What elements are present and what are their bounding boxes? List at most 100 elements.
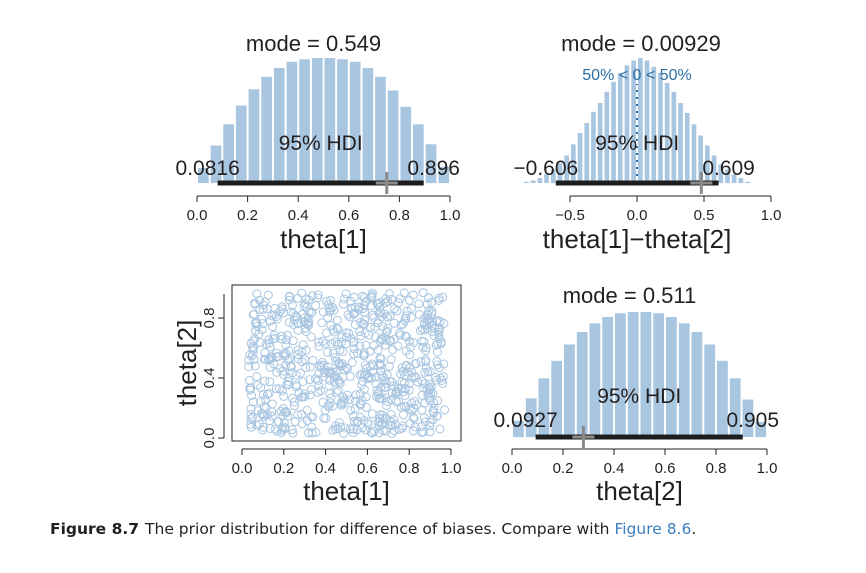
scatter-point [292, 312, 302, 322]
x-tick-label: 0.6 [338, 207, 359, 224]
histogram-bar [576, 332, 588, 437]
scatter-point [264, 335, 274, 345]
scatter-point [392, 306, 402, 316]
x-tick-label: 0.4 [604, 460, 625, 477]
scatter-point [434, 296, 444, 305]
histogram-bar [571, 144, 576, 184]
scatter-point [425, 421, 435, 431]
scatter-point [275, 306, 285, 316]
scatter-point [294, 388, 304, 398]
scatter-point [417, 427, 427, 437]
scatter-point [316, 360, 326, 370]
caption-label: Figure 8.7 [50, 520, 140, 538]
caption-figure-link[interactable]: Figure 8.6 [614, 520, 692, 538]
histogram-bar [615, 313, 626, 438]
scatter-point [289, 319, 299, 329]
scatter-point [356, 331, 366, 341]
scatter-point [386, 409, 396, 419]
scatter-point [359, 350, 369, 360]
scatter-point [401, 332, 411, 342]
histogram-bar [678, 103, 683, 183]
scatter-point [387, 420, 397, 430]
scatter-point [355, 327, 365, 337]
scatter-point [324, 402, 334, 412]
scatter-point [280, 407, 290, 417]
scatter-point [349, 416, 359, 426]
scatter-point [324, 367, 334, 376]
scatter-point [314, 369, 324, 379]
x-tick-label: 0.8 [389, 207, 410, 224]
scatter-point [288, 428, 298, 438]
histogram-bar [705, 145, 710, 183]
histogram-bar [337, 59, 348, 184]
scatter-point [317, 318, 327, 328]
scatter-point [396, 402, 406, 412]
scatter-point [289, 401, 299, 411]
histogram-bar [617, 73, 623, 183]
scatter-point [297, 392, 307, 402]
scatter-point [400, 331, 410, 341]
scatter-point [273, 417, 283, 426]
scatter-point [286, 361, 296, 371]
scatter-point [361, 392, 371, 402]
scatter-point [327, 339, 336, 348]
histogram-bar [604, 91, 610, 184]
scatter-point [346, 405, 356, 415]
histogram-bar [584, 123, 590, 183]
histogram-bar [718, 164, 724, 184]
scatter-point [278, 366, 288, 376]
scatter-point [252, 420, 262, 430]
panel-diff: −0.5 0.0 0.5 1.0 theta[1]−theta[2] mode = 0.0… [513, 31, 781, 254]
scatter-point [321, 413, 331, 423]
x-axis-label: theta[1]−theta[2] [543, 224, 732, 254]
scatter-point [283, 380, 293, 390]
scatter-point [290, 417, 300, 427]
scatter-point [404, 404, 414, 414]
scatter-point [360, 315, 370, 325]
histogram-bar [273, 68, 285, 183]
scatter-point [421, 346, 431, 356]
scatter-point [304, 320, 313, 330]
histogram-bar [425, 144, 437, 184]
scatter-point [297, 288, 307, 298]
x-tick-label: 1.0 [761, 207, 782, 224]
panel-scatter: 0.0 0.2 0.4 0.6 0.8 1.0theta[1]0.00.40.8theta… [172, 284, 462, 506]
scatter-point [295, 368, 305, 378]
scatter-point [419, 318, 429, 328]
scatter-point [377, 371, 387, 380]
scatter-point [250, 326, 260, 336]
histogram-bar [678, 323, 690, 438]
scatter-point [375, 393, 385, 403]
scatter-point [416, 326, 425, 336]
scatter-point [263, 290, 273, 300]
scatter-point [271, 384, 281, 394]
scatter-point [440, 405, 450, 415]
scatter-point [275, 364, 285, 374]
scatter-point [435, 323, 445, 333]
x-tick-label: 0.6 [357, 460, 378, 477]
histogram-bar [638, 58, 643, 183]
scatter-point [281, 335, 291, 345]
scatter-point [396, 320, 406, 330]
scatter-point [298, 340, 308, 350]
scatter-point [328, 325, 338, 335]
scatter-point [363, 419, 373, 429]
scatter-point [411, 358, 420, 368]
scatter-point [367, 409, 377, 419]
scatter-point [379, 382, 389, 392]
histogram-bar [742, 399, 754, 437]
x-tick-label: 0.0 [502, 460, 523, 477]
scatter-point [283, 377, 293, 386]
scatter-point [358, 376, 368, 386]
y-tick-label: 0.4 [201, 368, 218, 389]
scatter-point [405, 418, 415, 428]
scatter-point [334, 358, 344, 368]
scatter-point [416, 357, 426, 367]
scatter-point [260, 376, 270, 386]
scatter-point [357, 380, 367, 390]
scatter-point [391, 388, 401, 398]
scatter-point [270, 330, 279, 340]
scatter-point [383, 296, 393, 306]
scatter-point [390, 304, 399, 314]
histogram-bar [658, 73, 663, 183]
